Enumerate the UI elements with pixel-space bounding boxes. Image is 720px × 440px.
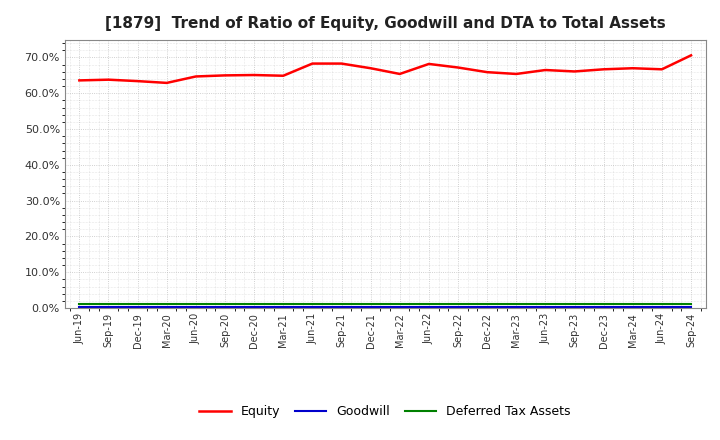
Goodwill: [687, 304, 696, 310]
Goodwill: [279, 304, 287, 310]
Goodwill: [220, 304, 229, 310]
Goodwill: [657, 304, 666, 310]
Equity: [250, 73, 258, 78]
Equity: [454, 65, 462, 70]
Equity: [425, 61, 433, 66]
Deferred Tax Assets: [250, 302, 258, 307]
Equity: [308, 61, 317, 66]
Deferred Tax Assets: [483, 302, 492, 307]
Equity: [75, 78, 84, 83]
Equity: [220, 73, 229, 78]
Goodwill: [541, 304, 550, 310]
Goodwill: [133, 304, 142, 310]
Deferred Tax Assets: [629, 302, 637, 307]
Goodwill: [163, 304, 171, 310]
Deferred Tax Assets: [133, 302, 142, 307]
Goodwill: [104, 304, 113, 310]
Deferred Tax Assets: [366, 302, 375, 307]
Goodwill: [599, 304, 608, 310]
Goodwill: [250, 304, 258, 310]
Line: Equity: Equity: [79, 55, 691, 83]
Deferred Tax Assets: [163, 302, 171, 307]
Goodwill: [454, 304, 462, 310]
Equity: [279, 73, 287, 78]
Deferred Tax Assets: [308, 302, 317, 307]
Equity: [483, 70, 492, 75]
Deferred Tax Assets: [279, 302, 287, 307]
Equity: [570, 69, 579, 74]
Deferred Tax Assets: [454, 302, 462, 307]
Equity: [657, 67, 666, 72]
Goodwill: [308, 304, 317, 310]
Goodwill: [75, 304, 84, 310]
Goodwill: [570, 304, 579, 310]
Equity: [599, 67, 608, 72]
Deferred Tax Assets: [75, 302, 84, 307]
Deferred Tax Assets: [192, 302, 200, 307]
Deferred Tax Assets: [687, 302, 696, 307]
Goodwill: [483, 304, 492, 310]
Goodwill: [192, 304, 200, 310]
Goodwill: [629, 304, 637, 310]
Goodwill: [425, 304, 433, 310]
Equity: [395, 71, 404, 77]
Equity: [337, 61, 346, 66]
Equity: [687, 53, 696, 58]
Equity: [163, 80, 171, 85]
Equity: [104, 77, 113, 82]
Equity: [192, 74, 200, 79]
Title: [1879]  Trend of Ratio of Equity, Goodwill and DTA to Total Assets: [1879] Trend of Ratio of Equity, Goodwil…: [105, 16, 665, 32]
Deferred Tax Assets: [657, 302, 666, 307]
Deferred Tax Assets: [599, 302, 608, 307]
Equity: [629, 66, 637, 71]
Equity: [133, 78, 142, 84]
Equity: [512, 71, 521, 77]
Deferred Tax Assets: [512, 302, 521, 307]
Deferred Tax Assets: [220, 302, 229, 307]
Goodwill: [337, 304, 346, 310]
Deferred Tax Assets: [337, 302, 346, 307]
Equity: [366, 66, 375, 71]
Deferred Tax Assets: [570, 302, 579, 307]
Deferred Tax Assets: [104, 302, 113, 307]
Goodwill: [395, 304, 404, 310]
Legend: Equity, Goodwill, Deferred Tax Assets: Equity, Goodwill, Deferred Tax Assets: [194, 400, 576, 423]
Equity: [541, 67, 550, 73]
Goodwill: [512, 304, 521, 310]
Goodwill: [366, 304, 375, 310]
Deferred Tax Assets: [395, 302, 404, 307]
Deferred Tax Assets: [541, 302, 550, 307]
Deferred Tax Assets: [425, 302, 433, 307]
